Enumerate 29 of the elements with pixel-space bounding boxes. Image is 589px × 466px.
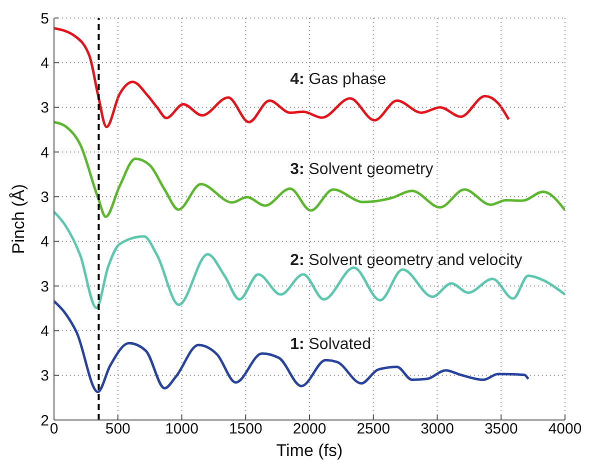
series-label: 2: Solvent geometry and velocity: [290, 252, 522, 270]
series-label: 4: Gas phase: [290, 71, 386, 88]
line-series: [54, 120, 565, 218]
y-tick-label: 5: [40, 10, 49, 28]
x-tick-label: 1500: [228, 420, 262, 438]
x-tick-label: 2500: [356, 420, 390, 438]
y-tick-label: 3: [40, 188, 49, 206]
y-tick-label: 2: [40, 412, 49, 430]
x-tick-label: 2000: [292, 420, 326, 438]
y-tick-label: 4: [40, 54, 49, 72]
x-tick-label: 1000: [165, 420, 198, 438]
line-series: [54, 210, 565, 310]
x-tick-label: 4000: [548, 420, 582, 438]
y-tick-label: 4: [40, 322, 49, 340]
y-tick-label: 3: [40, 278, 49, 296]
x-tick-label: 3000: [420, 420, 454, 438]
y-axis-title: Pinch (Å): [9, 184, 28, 254]
x-tick-label: 0: [50, 420, 58, 438]
series-label: 3: Solvent geometry: [290, 161, 434, 178]
series-label: 1: Solvated: [290, 336, 372, 354]
y-tick-label: 4: [40, 234, 49, 251]
x-tick-label: 500: [105, 420, 130, 438]
x-axis-title: Time (fs): [276, 441, 343, 460]
y-tick-label: 3: [40, 100, 49, 117]
line-series: [54, 300, 530, 394]
x-tick-label: 3500: [484, 420, 518, 438]
y-tick-label: 3: [40, 368, 49, 385]
line-series: [54, 27, 510, 128]
y-tick-label: 4: [40, 144, 49, 162]
